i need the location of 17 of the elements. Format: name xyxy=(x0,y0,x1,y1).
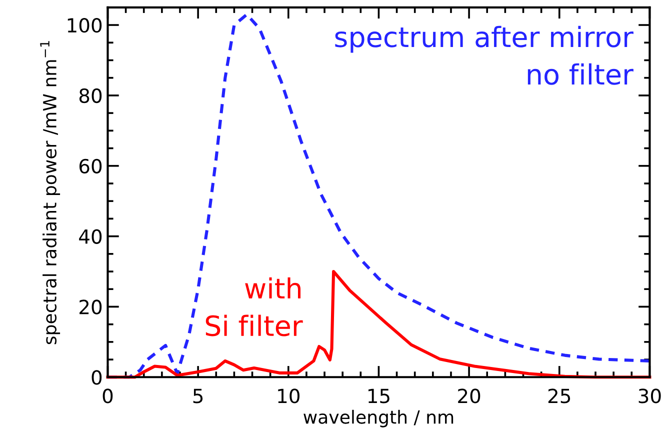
series-label: spectrum after mirror no filter xyxy=(335,26,634,85)
y-tick-label: 100 xyxy=(68,18,102,33)
series-label: with Si filter xyxy=(206,277,303,336)
x-tick-label: 25 xyxy=(548,388,570,404)
y-tick-label: 80 xyxy=(79,88,102,104)
y-tick-label: 20 xyxy=(80,300,102,314)
x-tick-label: 5 xyxy=(193,388,203,404)
y-tick-label: 0 xyxy=(92,370,102,385)
x-tick-label: 0 xyxy=(102,388,113,404)
x-tick-label: 20 xyxy=(458,388,480,404)
x-tick-label: 15 xyxy=(368,388,390,404)
x-tick-label: 10 xyxy=(278,388,300,404)
y-tick-label: 60 xyxy=(79,158,102,174)
y-tick-label: 40 xyxy=(79,229,102,244)
y-axis-title: spectral radiant power /mW nm$^{−1}$ xyxy=(40,41,60,344)
x-axis-title: wavelength / nm xyxy=(304,410,454,428)
x-tick-label: 30 xyxy=(638,388,661,404)
